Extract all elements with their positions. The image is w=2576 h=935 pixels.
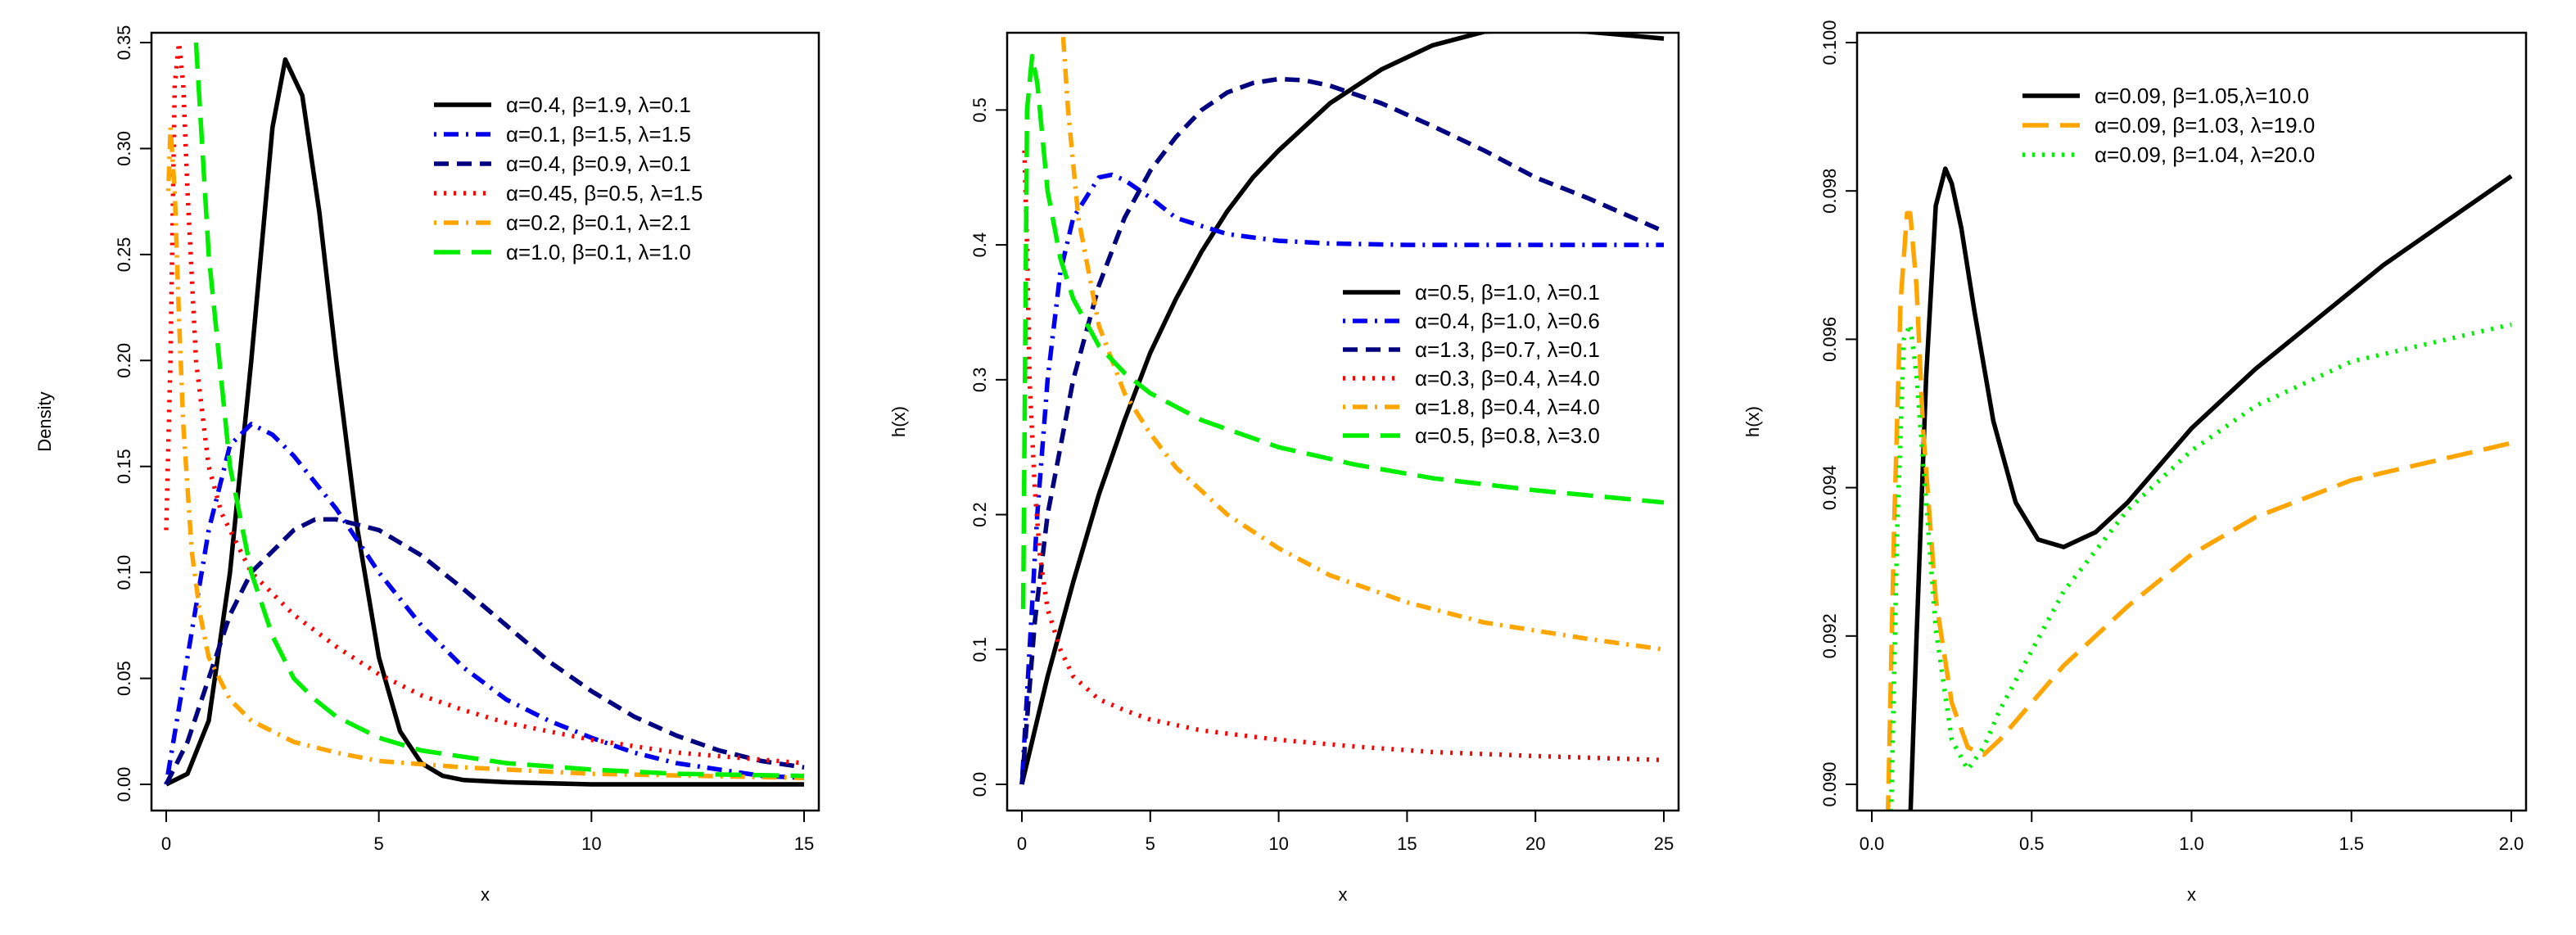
- legend-label: α=0.5, β=1.0, λ=0.1: [1415, 280, 1600, 305]
- y-tick-label: 0.25: [114, 237, 134, 272]
- y-tick-label: 0.05: [114, 661, 134, 696]
- chart-panel-3: 0.0 0.5 1.0 1.5 2.0 0.090 0.092 0.094 0.096 0.098…: [1742, 20, 2528, 905]
- series-line-2: [1886, 210, 2512, 811]
- y-tick-label: 0.092: [1819, 613, 1840, 658]
- x-axis-label: x: [2187, 884, 2196, 905]
- series-line-5: [1060, 33, 1665, 653]
- legend-label: α=0.09, β=1.04, λ=20.0: [2095, 142, 2315, 167]
- x-tick-label: 15: [1397, 833, 1417, 854]
- x-tick-label: 1.5: [2339, 833, 2364, 854]
- y-tick-label: 0.2: [969, 502, 990, 527]
- series-line-6: [1020, 53, 1665, 609]
- legend-label: α=1.8, β=0.4, λ=4.0: [1415, 395, 1600, 419]
- y-tick-label: 0.5: [969, 97, 990, 123]
- y-tick-label: 0.20: [114, 343, 134, 378]
- legend-label: α=0.4, β=1.0, λ=0.6: [1415, 309, 1600, 333]
- x-tick-label: 0: [161, 833, 171, 854]
- x-tick-label: 1.0: [2179, 833, 2204, 854]
- legend-label: α=1.0, β=0.1, λ=1.0: [506, 240, 691, 264]
- y-tick-label: 0.10: [114, 555, 134, 590]
- series-line-3: [1888, 322, 2512, 811]
- legend-label: α=1.3, β=0.7, λ=0.1: [1415, 337, 1600, 362]
- series-line-2: [164, 422, 805, 785]
- series-line-1: [1908, 166, 2513, 811]
- legend-label: α=0.4, β=1.9, λ=0.1: [506, 93, 691, 117]
- x-tick-label: 5: [1146, 833, 1155, 854]
- x-tick-label: 25: [1654, 833, 1674, 854]
- legend-label: α=0.09, β=1.05,λ=10.0: [2095, 84, 2309, 108]
- x-tick-label: 10: [581, 833, 601, 854]
- x-tick-label: 20: [1525, 833, 1545, 854]
- plot-frame: [150, 31, 820, 812]
- y-tick-label: 0.30: [114, 131, 134, 166]
- x-tick-label: 0.0: [1860, 833, 1885, 854]
- y-tick-label: 0.3: [969, 368, 990, 393]
- x-tick-label: 15: [794, 833, 814, 854]
- series-line-1: [1019, 33, 1665, 785]
- series-line-3: [1019, 76, 1665, 785]
- series-line-4: [164, 40, 805, 766]
- series-line-1: [165, 56, 804, 787]
- legend: α=0.09, β=1.05,λ=10.0 α=0.09, β=1.03, λ=1…: [2022, 84, 2315, 167]
- y-tick-label: 0.1: [969, 637, 990, 662]
- series-line-5: [165, 124, 805, 780]
- legend-label: α=0.3, β=0.4, λ=4.0: [1415, 366, 1600, 391]
- series-line-2: [1019, 172, 1664, 785]
- series-line-3: [164, 517, 805, 786]
- legend: α=0.5, β=1.0, λ=0.1 α=0.4, β=1.0, λ=0.6 α=…: [1343, 280, 1600, 448]
- series-line-6: [193, 42, 805, 779]
- legend-label: α=0.45, β=0.5, λ=1.5: [506, 181, 703, 206]
- y-axis-label: Density: [34, 391, 55, 451]
- legend-label: α=0.09, β=1.03, λ=19.0: [2095, 113, 2315, 138]
- chart-panel-2: 0 5 10 15 20 25 0.0 0.1 0.2 0.3 0.4 0.5 x h(x) α=0.5, …: [888, 31, 1680, 905]
- x-tick-label: 5: [374, 833, 384, 854]
- y-tick-label: 0.4: [969, 233, 990, 258]
- y-tick-label: 0.35: [114, 25, 134, 61]
- x-tick-label: 0: [1017, 833, 1027, 854]
- chart-panel-1: 0 5 10 15 0.00 0.05 0.10 0.15 0.20 0.25 0.30 0.35 x D…: [34, 25, 820, 905]
- y-tick-label: 0.096: [1819, 317, 1840, 362]
- plot-frame: [1006, 31, 1680, 812]
- y-tick-label: 0.00: [114, 767, 134, 802]
- legend-label: α=0.5, β=0.8, λ=3.0: [1415, 423, 1600, 448]
- y-tick-label: 0.094: [1819, 465, 1840, 510]
- y-tick-label: 0.090: [1819, 761, 1840, 806]
- x-axis-label: x: [481, 884, 490, 905]
- y-axis-label: h(x): [888, 406, 909, 437]
- y-tick-label: 0.098: [1819, 169, 1840, 214]
- x-tick-label: 10: [1268, 833, 1288, 854]
- y-tick-label: 0.0: [969, 772, 990, 797]
- legend-label: α=0.2, β=0.1, λ=2.1: [506, 210, 691, 235]
- y-tick-label: 0.15: [114, 449, 134, 484]
- legend-label: α=0.4, β=0.9, λ=0.1: [506, 151, 691, 176]
- y-tick-label: 0.100: [1819, 20, 1840, 65]
- x-tick-label: 2.0: [2499, 833, 2524, 854]
- legend: α=0.4, β=1.9, λ=0.1 α=0.1, β=1.5, λ=1.5 α=…: [434, 93, 703, 264]
- legend-label: α=0.1, β=1.5, λ=1.5: [506, 122, 691, 147]
- x-axis-label: x: [1339, 884, 1348, 905]
- y-axis-label: h(x): [1742, 406, 1763, 437]
- x-tick-label: 0.5: [2019, 833, 2045, 854]
